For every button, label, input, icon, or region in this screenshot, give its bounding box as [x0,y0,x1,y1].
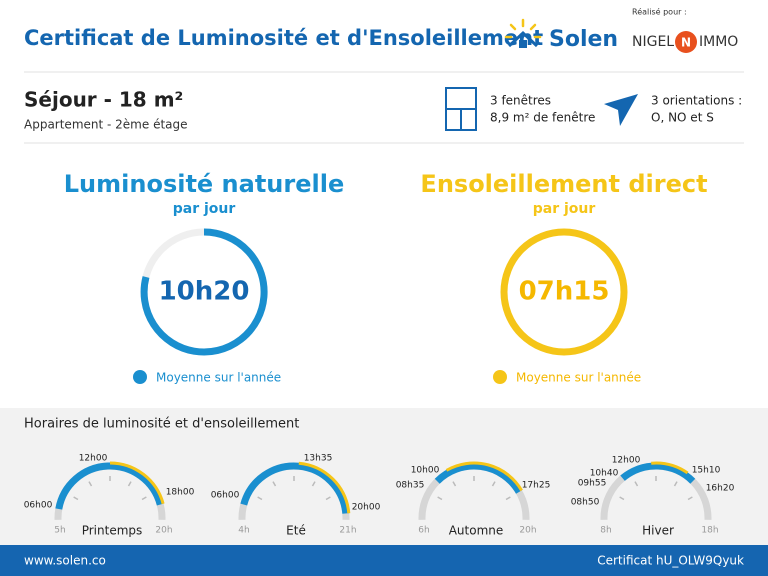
gauge-tick [452,481,457,487]
legend-dot [493,370,507,384]
gauge-time: 17h25 [522,481,551,491]
room-subtitle: Appartement - 2ème étage [24,118,188,132]
gauge-light [620,462,696,484]
brand: Solen [549,27,618,52]
gauge-tick [141,496,147,501]
ring-arc [500,228,628,356]
season-name: Hiver [642,524,674,538]
gauge-time: 13h35 [304,454,333,464]
footer-site[interactable]: www.solen.co [24,554,106,568]
gauge-light [240,462,350,514]
client-logo [675,31,697,53]
windows-count: 3 fenêtres [490,94,551,108]
gauge-time: 20h00 [352,503,381,513]
window-icon [445,87,477,131]
gauge-tick [437,496,443,501]
luminosity-title: Luminosité naturelle [64,170,345,198]
gauge-tick [73,496,79,501]
gauge-time: 18h00 [166,488,195,498]
gauge-tick [634,481,639,487]
season-name: Eté [286,524,306,538]
sunshine-value: 07h15 [519,277,610,307]
gauge-time: 06h00 [24,501,53,511]
gauge-end: 21h [339,526,356,536]
gauge-tick [311,481,316,487]
made-for: Réalisé pour : [632,7,687,17]
gauge-sun [298,461,351,514]
title: Certificat de Luminosité et d'Ensoleille… [24,26,543,50]
gauge-sun [651,461,689,475]
gauge-tick [673,481,678,487]
gauge-tick [325,496,331,501]
gauge-start: 4h [238,526,249,536]
gauge-time: 15h10 [692,466,721,476]
gauge-time: 12h00 [612,456,641,466]
gauges: 06h00 12h00 18h00 5h 20h Printemps 06h00 13h35 2… [24,454,735,538]
luminosity-value: 10h20 [159,277,250,307]
gauge-end: 20h [519,526,536,536]
schedule-title: Horaires de luminosité et d'ensoleilleme… [24,417,299,432]
client-logo-letter: N [681,36,691,50]
gauge-start: 8h [600,526,611,536]
gauge-sun [109,461,165,505]
schedule-panel [0,408,768,545]
orientations-count: 3 orientations : [651,94,742,108]
client-right: IMMO [699,34,738,50]
gauge-tick [687,496,693,501]
gauge-end: 20h [155,526,172,536]
gauge-tick [491,481,496,487]
room-title: Séjour - 18 m² [24,88,183,112]
legend-dot [133,370,147,384]
orientations-list: O, NO et S [651,111,714,125]
gauge-light [55,462,164,510]
gauge-start: 5h [54,526,65,536]
footer [0,545,768,576]
gauge-tick [272,481,277,487]
season-name: Automne [449,524,504,538]
gauge-light [434,462,523,494]
luminosity-legend: Moyenne sur l'année [156,371,281,385]
gauge-time: 06h00 [211,491,240,501]
gauge-end: 18h [701,526,718,536]
gauge-time: 10h40 [590,469,619,479]
gauge-sun [445,461,523,492]
sunshine-title: Ensoleillement direct [420,170,707,198]
gauge-tick [88,481,93,487]
gauge-start: 6h [418,526,429,536]
ring-arc [140,228,268,356]
sunshine-legend: Moyenne sur l'année [516,371,641,385]
sunshine-per: par jour [533,201,596,217]
gauge-tick [257,496,263,501]
gauge-tick [619,496,625,501]
gauge-time: 10h00 [411,466,440,476]
gauge-time: 09h55 [578,479,607,489]
gauge-time: 16h20 [706,484,735,494]
gauge-time: 08h50 [571,498,600,508]
gauge-time: 08h35 [396,481,425,491]
orientation-icon [604,94,638,126]
gauge-time: 12h00 [79,454,108,464]
gauge-tick [505,496,511,501]
footer-certificate: Certificat hU_OLW9Qyuk [597,554,744,568]
gauge-tick [127,481,132,487]
windows-area: 8,9 m² de fenêtre [490,111,595,125]
solen-logo [504,18,542,48]
luminosity-per: par jour [173,201,236,217]
client-left: NIGEL [632,34,674,50]
season-name: Printemps [82,524,143,538]
